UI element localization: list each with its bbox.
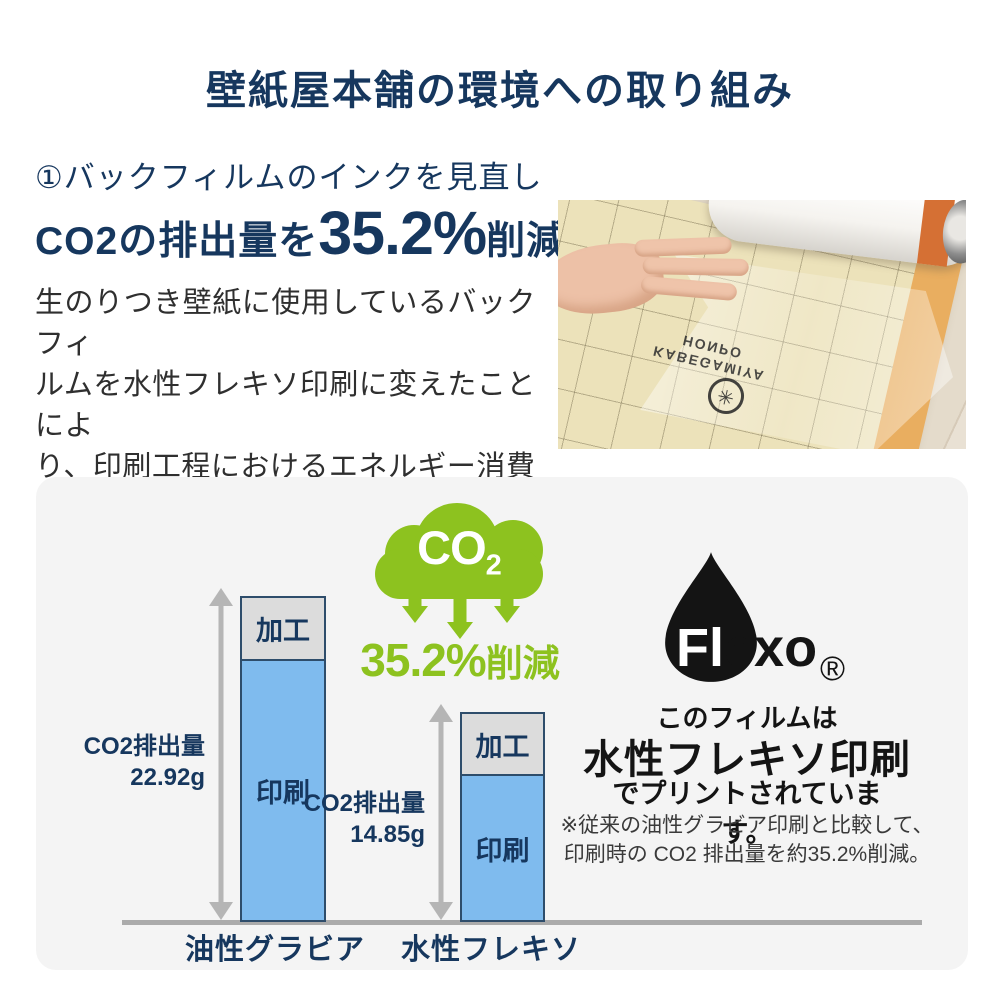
bar-water-flexo: 加工 印刷 xyxy=(460,712,545,922)
arrow-down-icon xyxy=(429,902,453,920)
down-arrow-icon xyxy=(447,585,473,639)
co2-headline-percent: 35.2% xyxy=(318,199,487,267)
page-title: 壁紙屋本舗の環境への取り組み xyxy=(206,69,794,113)
flexo-caption-line2: 水性フレキソ印刷 xyxy=(583,738,911,782)
flexo-logo-black-part: exo xyxy=(724,618,818,678)
hand-finger xyxy=(634,236,732,257)
segment-label: 印刷 xyxy=(475,835,530,866)
arrow-up-icon xyxy=(429,704,453,722)
arrow-head xyxy=(447,622,473,639)
arrow-shaft xyxy=(453,585,467,622)
arrow-shaft xyxy=(408,585,422,606)
category-label-water-flexo: 水性フレキソ xyxy=(400,934,581,966)
bar-segment-processing: 加工 xyxy=(242,598,324,661)
chart-baseline-axis xyxy=(122,920,922,925)
arrow-head xyxy=(494,606,520,623)
flexo-caption-line3: でプリントされています。 xyxy=(612,779,882,848)
category-label-oil-gravure: 油性グラビア xyxy=(184,934,365,966)
footnote-line: 印刷時の CO2 排出量を約35.2%削減。 xyxy=(563,843,931,866)
arrow-down-icon xyxy=(209,902,233,920)
reduction-suffix: 削減 xyxy=(485,643,560,684)
segment-label: 加工 xyxy=(475,731,530,762)
down-arrow-icon xyxy=(494,585,520,623)
arrow-up-icon xyxy=(209,588,233,606)
bar-segment-processing: 加工 xyxy=(462,714,543,776)
segment-label: 加工 xyxy=(256,616,310,646)
emission-amount-left: CO2排出量 22.92g xyxy=(60,731,205,793)
arrow-shaft xyxy=(500,585,514,606)
product-photo: KABEGAMIYA HONPO ✳ xyxy=(558,200,966,449)
flexo-caption-line1: このフィルムは xyxy=(656,703,838,733)
co2-headline-suffix: 削減 xyxy=(486,220,567,263)
arrow-shaft xyxy=(218,603,224,905)
body-line: 生のりつき壁紙に使用しているバックフィ xyxy=(35,287,536,360)
emission-amount-label: CO2排出量 xyxy=(303,790,425,817)
gas-subscript: 2 xyxy=(485,549,502,582)
measure-arrow-left xyxy=(209,588,233,920)
flexo-droplet-icon xyxy=(665,552,757,682)
measure-arrow-right xyxy=(429,704,453,920)
emission-amount-right: CO2排出量 14.85g xyxy=(283,788,425,850)
reduction-caption: 35.2%削減 xyxy=(340,633,580,687)
gas-label: CO xyxy=(417,521,486,574)
hand-finger xyxy=(642,257,749,277)
bar-segment-printing: 印刷 xyxy=(462,776,543,920)
arrow-head xyxy=(402,606,428,623)
emission-amount-label: CO2排出量 xyxy=(83,733,205,760)
co2-cloud-label: CO2 xyxy=(375,520,543,582)
body-line: ルムを水性フレキソ印刷に変えたことによ xyxy=(35,369,536,442)
section-heading: ①バックフィルムのインクを見直し xyxy=(35,160,543,195)
flexo-logo-white-part: Fl xyxy=(676,618,724,678)
flexo-footnote: ※従来の油性グラビア印刷と比較して、 印刷時の CO2 排出量を約35.2%削減… xyxy=(560,811,934,869)
co2-cloud-icon: CO2 xyxy=(375,503,545,643)
flexo-logo: Flexo xyxy=(676,617,817,679)
registered-trademark-icon: ® xyxy=(820,650,846,688)
segment-label: 印刷 xyxy=(256,778,310,808)
reduction-percent: 35.2% xyxy=(360,634,486,686)
bar-oil-gravure: 加工 印刷 xyxy=(240,596,326,922)
arrow-shaft xyxy=(438,719,444,905)
emission-amount-value: 22.92g xyxy=(130,764,205,791)
hand-finger xyxy=(640,275,738,302)
co2-reduction-headline: CO2の排出量を 35.2% 削減 xyxy=(35,198,566,268)
emission-amount-value: 14.85g xyxy=(350,821,425,848)
footnote-line: ※従来の油性グラビア印刷と比較して、 xyxy=(560,814,934,837)
down-arrow-icon xyxy=(402,585,428,623)
bar-segment-printing: 印刷 xyxy=(242,661,324,920)
co2-headline-prefix: CO2の排出量を xyxy=(35,220,319,263)
